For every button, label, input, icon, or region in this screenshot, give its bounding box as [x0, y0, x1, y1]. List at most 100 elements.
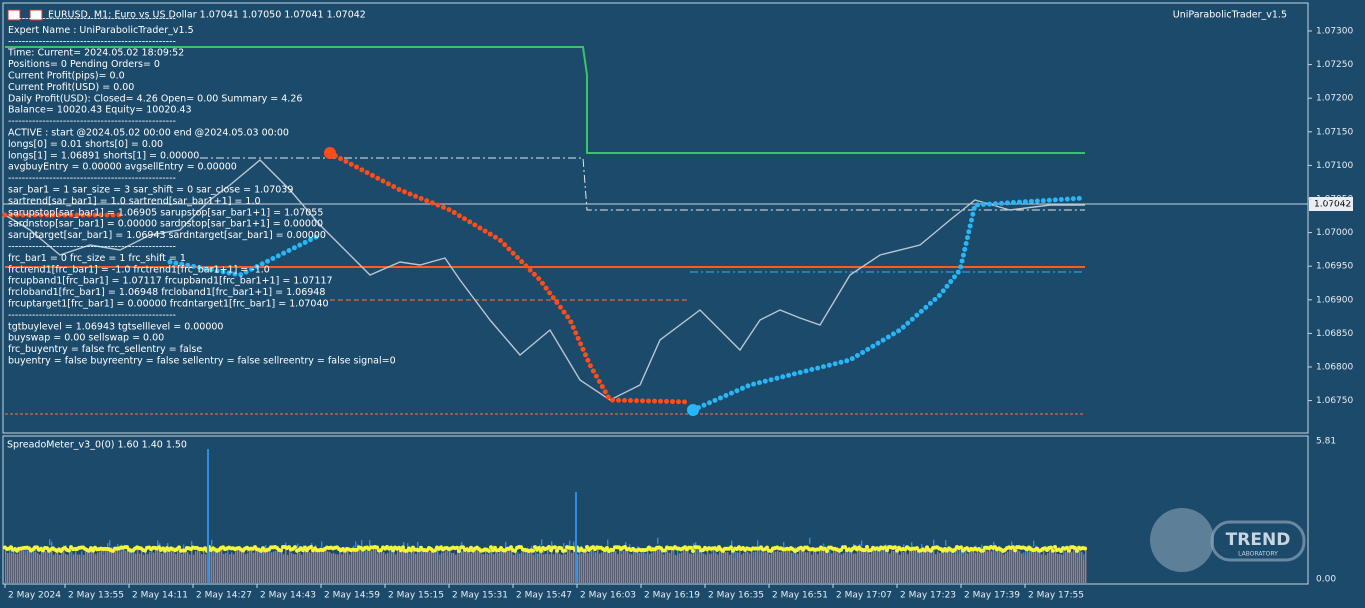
spread-spike: [535, 551, 537, 558]
spread-bar: [667, 552, 669, 583]
spread-bar: [793, 553, 795, 583]
spread-bar: [817, 554, 819, 583]
spread-bar: [583, 550, 585, 583]
spread-bar: [211, 548, 213, 583]
spread-dot: [585, 545, 589, 550]
spread-bar: [469, 553, 471, 583]
spread-spike: [829, 549, 831, 556]
spread-bar: [253, 552, 255, 583]
info-line: saruptarget[sar_bar1] = 1.06943 sardntar…: [8, 230, 326, 241]
spread-bar: [263, 548, 265, 583]
spread-bar: [769, 554, 771, 583]
spread-bar: [449, 550, 451, 583]
spread-bar: [237, 547, 239, 583]
spread-bar: [1063, 552, 1065, 583]
info-line: ----------------------------------------…: [8, 36, 176, 47]
spread-bar: [627, 551, 629, 583]
spread-spike: [917, 551, 919, 558]
sar-down: [327, 150, 693, 405]
spread-bar: [697, 551, 699, 583]
spread-bar: [997, 550, 999, 583]
spread-bar: [735, 551, 737, 583]
spread-bar: [931, 551, 933, 583]
spread-bar: [623, 550, 625, 583]
time-label: 2 May 16:03: [580, 591, 636, 601]
spread-bar: [829, 554, 831, 583]
spread-bar: [589, 553, 591, 583]
spread-bar: [39, 554, 41, 583]
spread-bar: [245, 554, 247, 583]
spread-spike: [911, 542, 913, 549]
spread-bar: [351, 549, 353, 583]
spread-spike: [207, 449, 209, 583]
spread-spike: [71, 551, 73, 558]
spread-bar: [603, 548, 605, 583]
spread-bars: [3, 449, 1087, 583]
spread-bar: [563, 548, 565, 583]
spread-bar: [455, 554, 457, 583]
info-line: frcuptarget1[frc_bar1] = 0.00000 frcdnta…: [8, 299, 329, 310]
spread-bar: [217, 552, 219, 583]
spread-bar: [223, 554, 225, 583]
spread-bar: [765, 552, 767, 583]
spread-dot: [91, 548, 95, 553]
spread-bar: [579, 551, 581, 583]
spread-bar: [731, 548, 733, 583]
spread-bar: [507, 548, 509, 583]
spread-bar: [53, 554, 55, 583]
spread-bar: [573, 547, 575, 583]
spread-bar: [73, 554, 75, 583]
spread-spike: [131, 550, 133, 557]
spread-bar: [821, 549, 823, 583]
spread-bar: [287, 554, 289, 583]
spread-bar: [839, 553, 841, 583]
spread-bar: [265, 551, 267, 583]
spread-bar: [307, 549, 309, 583]
spread-bar: [651, 552, 653, 583]
spread-dot: [729, 545, 733, 550]
spread-bar: [541, 548, 543, 583]
spread-spike: [109, 540, 111, 547]
spread-bar: [405, 549, 407, 583]
spread-spike: [517, 552, 519, 559]
spread-bar: [695, 549, 697, 583]
spread-bar: [1049, 547, 1051, 583]
spread-bar: [37, 553, 39, 583]
spread-bar: [439, 554, 441, 583]
spread-bar: [783, 547, 785, 583]
spread-bar: [505, 550, 507, 583]
spread-dot: [691, 548, 695, 553]
spread-bar: [497, 553, 499, 583]
info-line: sar_bar1 = 1 sar_size = 3 sar_shift = 0 …: [8, 185, 293, 196]
spread-bar: [509, 547, 511, 583]
spread-bar: [813, 550, 815, 583]
spread-bar: [123, 549, 125, 583]
spread-bar: [863, 550, 865, 583]
spread-bar: [93, 552, 95, 583]
spread-bar: [845, 548, 847, 583]
spread-bar: [427, 547, 429, 583]
spread-bar: [475, 547, 477, 583]
spread-bar: [585, 550, 587, 583]
spread-bar: [417, 549, 419, 583]
spread-bar: [103, 554, 105, 583]
spread-bar: [271, 552, 273, 583]
spread-bar: [407, 549, 409, 583]
spread-dot: [1067, 548, 1071, 553]
spread-bar: [925, 547, 927, 583]
spread-bar: [991, 551, 993, 583]
spread-bar: [349, 554, 351, 583]
spread-spike: [921, 543, 923, 550]
time-label: 2 May 15:47: [516, 591, 572, 601]
spread-bar: [719, 551, 721, 583]
spread-bar: [739, 547, 741, 583]
spread-bar: [927, 548, 929, 583]
time-label: 2 May 16:35: [708, 591, 764, 601]
spread-dot: [177, 545, 181, 550]
spread-bar: [9, 554, 11, 583]
spread-bar: [357, 551, 359, 583]
spread-bar: [109, 549, 111, 583]
logo-title: TREND: [1226, 530, 1291, 550]
spread-bar: [725, 552, 727, 583]
spread-bar: [347, 550, 349, 583]
